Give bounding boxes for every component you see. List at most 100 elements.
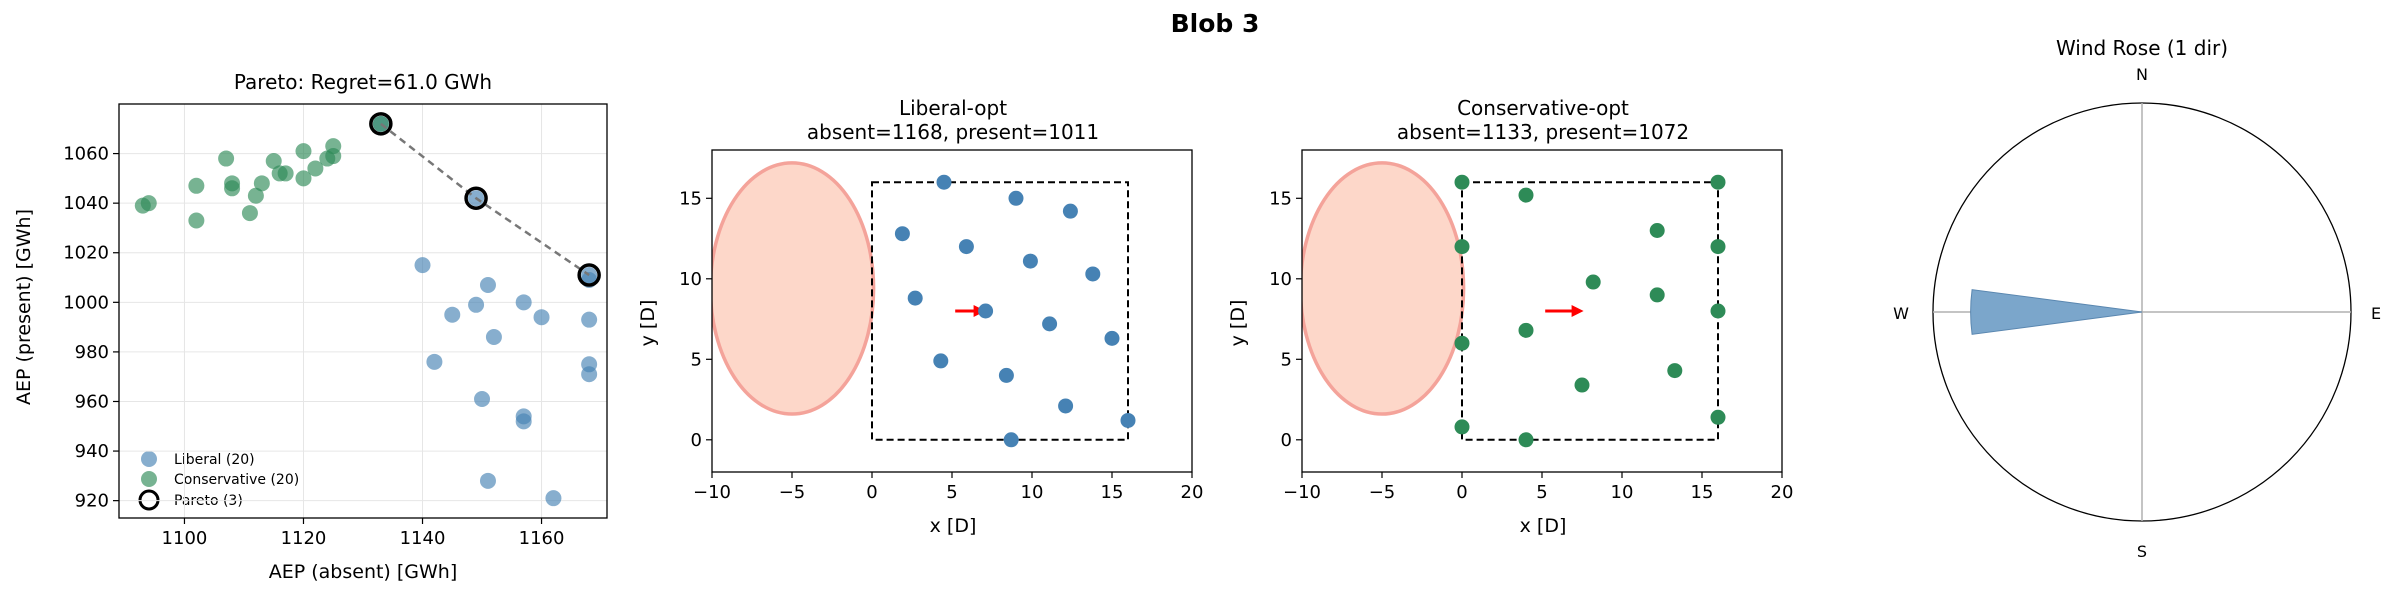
- liberal-point: [515, 413, 532, 430]
- pareto-ytick-label: 1040: [63, 193, 109, 214]
- conservative-turbine: [1454, 419, 1470, 435]
- liberal-point: [581, 366, 598, 383]
- liberal-turbine: [1085, 266, 1101, 282]
- conservative-point: [241, 205, 258, 222]
- conservative-point: [307, 160, 324, 177]
- liberal-turbine: [1104, 330, 1120, 346]
- liberal-xlabel: x [D]: [930, 515, 977, 537]
- pareto-xtick-label: 1140: [400, 528, 446, 549]
- conservative-turbine: [1454, 335, 1470, 351]
- conservative-point: [277, 165, 294, 182]
- conservative-ytick-label: 10: [1269, 269, 1292, 290]
- compass-east: E: [2371, 304, 2381, 323]
- compass-north: N: [2136, 65, 2148, 84]
- conservative-turbine: [1649, 223, 1665, 238]
- conservative-point: [188, 177, 205, 194]
- pareto-xtick-label: 1100: [162, 528, 208, 549]
- liberal-turbine: [1008, 190, 1024, 206]
- liberal-turbine: [1042, 316, 1058, 332]
- conservative-point: [325, 138, 342, 155]
- conservative-point: [140, 195, 157, 212]
- liberal-turbine: [894, 226, 910, 242]
- conservative-subtitle: absent=1133, present=1072: [1397, 120, 1689, 144]
- conservative-turbine: [1518, 187, 1534, 203]
- conservative-xtick-label: 10: [1611, 482, 1634, 503]
- liberal-plot-area: [712, 161, 1136, 448]
- pareto-ytick-label: 940: [75, 441, 109, 462]
- conservative-turbine: [1710, 239, 1726, 255]
- liberal-layout-panel: Liberal-opt absent=1168, present=1011 x …: [637, 96, 1203, 537]
- conservative-title: Conservative-opt: [1457, 96, 1629, 120]
- conservative-wind-arrow-head: [1571, 305, 1584, 317]
- compass-south: S: [2137, 542, 2147, 561]
- liberal-point: [479, 276, 496, 293]
- wind-rose-title: Wind Rose (1 dir): [2056, 36, 2228, 60]
- conservative-frame: [1301, 149, 1783, 473]
- legend-conservative-marker: [141, 471, 157, 487]
- pareto-ytick-label: 960: [75, 391, 109, 412]
- liberal-point: [515, 294, 532, 311]
- pareto-title: Pareto: Regret=61.0 GWh: [234, 70, 492, 94]
- wind-rose-panel: Wind Rose (1 dir) N E S W: [1893, 36, 2381, 561]
- conservative-point: [218, 150, 235, 167]
- conservative-turbine: [1574, 377, 1590, 393]
- liberal-title: Liberal-opt: [899, 96, 1007, 120]
- conservative-ytick-label: 15: [1269, 188, 1292, 209]
- liberal-xtick-label: 15: [1101, 482, 1124, 503]
- conservative-point: [224, 175, 241, 192]
- conservative-point: [295, 143, 312, 160]
- liberal-turbine: [907, 290, 923, 306]
- liberal-point: [444, 306, 461, 323]
- liberal-point: [485, 329, 502, 346]
- conservative-ytick-label: 5: [1281, 349, 1292, 370]
- compass-west: W: [1893, 304, 1909, 323]
- pareto-ylabel: AEP (present) [GWh]: [13, 209, 35, 405]
- conservative-xlabel: x [D]: [1520, 515, 1567, 537]
- liberal-turbine: [1062, 203, 1078, 219]
- pareto-xtick-label: 1160: [519, 528, 565, 549]
- liberal-turbine: [936, 174, 952, 190]
- pareto-point: [369, 112, 393, 136]
- pareto-legend: Liberal (20) Conservative (20) Pareto (3…: [138, 451, 299, 511]
- conservative-turbine: [1454, 239, 1470, 255]
- liberal-point: [581, 311, 598, 328]
- liberal-point: [426, 353, 443, 370]
- liberal-turbine: [998, 367, 1014, 383]
- conservative-ylabel: y [D]: [1227, 300, 1249, 347]
- conservative-layout-panel: Conservative-opt absent=1133, present=10…: [1227, 96, 1793, 537]
- liberal-point: [479, 472, 496, 489]
- figure-suptitle: Blob 3: [1171, 9, 1260, 38]
- conservative-point: [253, 175, 270, 192]
- conservative-point: [247, 187, 264, 204]
- conservative-plot-area: [1302, 161, 1726, 448]
- liberal-ylabel: y [D]: [637, 300, 659, 347]
- liberal-turbine: [1120, 412, 1136, 428]
- liberal-xtick-label: 0: [866, 482, 877, 503]
- liberal-turbine: [1022, 253, 1038, 269]
- liberal-xtick-label: −5: [779, 482, 806, 503]
- liberal-subtitle: absent=1168, present=1011: [807, 120, 1099, 144]
- liberal-xtick-label: 5: [946, 482, 957, 503]
- conservative-turbine: [1649, 287, 1665, 303]
- pareto-ytick-label: 920: [75, 491, 109, 512]
- pareto-panel: Pareto: Regret=61.0 GWh AEP (absent) [GW…: [13, 70, 608, 583]
- conservative-xtick-label: 20: [1771, 482, 1794, 503]
- liberal-turbine: [958, 239, 974, 255]
- liberal-ytick-label: 0: [691, 430, 702, 451]
- liberal-xtick-label: 20: [1181, 482, 1204, 503]
- conservative-turbine: [1710, 303, 1726, 319]
- pareto-xtick-label: 1120: [281, 528, 327, 549]
- conservative-point: [295, 170, 312, 187]
- conservative-exclusion-blob: [1302, 161, 1466, 416]
- conservative-point: [188, 212, 205, 229]
- conservative-ytick-label: 0: [1281, 430, 1292, 451]
- pareto-point: [464, 186, 488, 210]
- liberal-frame: [711, 149, 1193, 473]
- pareto-frame: [118, 103, 608, 519]
- legend-pareto-marker: [138, 489, 160, 511]
- liberal-point: [545, 490, 562, 507]
- conservative-turbine: [1518, 322, 1534, 338]
- conservative-turbine: [1518, 432, 1534, 448]
- pareto-plot-area: [134, 112, 601, 507]
